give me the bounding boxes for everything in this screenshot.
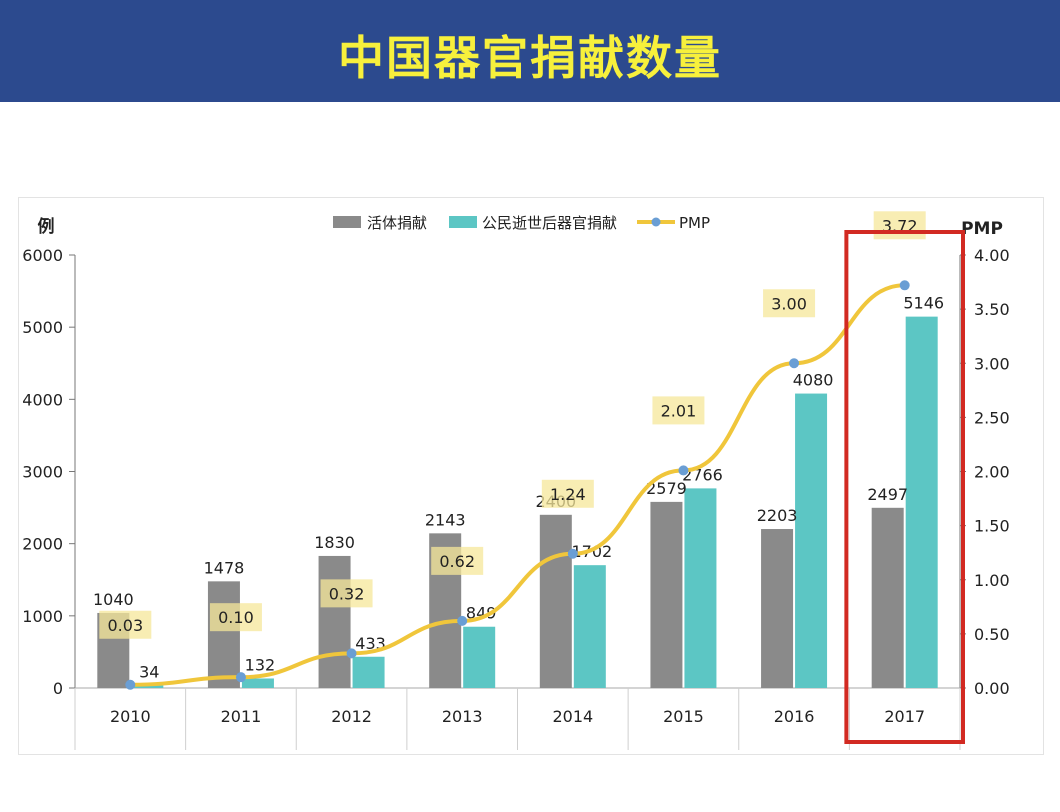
y-left-tick-label: 5000 (22, 318, 63, 337)
bar-value-label: 2579 (646, 479, 687, 498)
bar-value-label: 5146 (903, 294, 944, 313)
y-right-tick-label: 0.50 (974, 625, 1010, 644)
bar-deceased (573, 565, 606, 688)
highlight-box-2017 (844, 230, 965, 744)
pmp-label-box (763, 289, 816, 318)
bar-deceased (131, 685, 164, 688)
bar-deceased (684, 488, 717, 688)
pmp-value-label: 0.62 (439, 552, 475, 571)
x-tick-label: 2017 (884, 707, 925, 726)
bar-value-label: 2203 (757, 506, 798, 525)
bar-value-label: 1830 (314, 533, 355, 552)
legend-label-deceased: 公民逝世后器官捐献 (482, 214, 617, 232)
pmp-marker (567, 548, 578, 559)
legend-label-pmp: PMP (679, 214, 710, 232)
pmp-marker (678, 465, 689, 476)
y-left-tick-label: 6000 (22, 246, 63, 265)
pmp-value-label: 1.24 (550, 485, 586, 504)
pmp-marker (125, 679, 136, 690)
y-left-tick-label: 2000 (22, 535, 63, 554)
x-tick-label: 2013 (442, 707, 483, 726)
legend-marker-pmp (651, 217, 661, 227)
bar-living (650, 501, 683, 688)
pmp-label-box (541, 479, 594, 508)
pmp-value-label: 0.10 (218, 608, 254, 627)
y-right-tick-label: 1.50 (974, 517, 1010, 536)
y-right-tick-label: 2.00 (974, 463, 1010, 482)
pmp-label-box (431, 546, 484, 575)
x-tick-label: 2012 (331, 707, 372, 726)
pmp-label-box (99, 610, 152, 639)
bar-living (207, 581, 240, 688)
pmp-value-label: 2.01 (661, 401, 697, 420)
pmp-line (128, 283, 907, 687)
y-right-tick-label: 0.00 (974, 679, 1010, 698)
pmp-marker (346, 648, 357, 659)
bar-deceased (352, 656, 385, 688)
legend-swatch-deceased (449, 216, 477, 228)
x-tick-label: 2014 (552, 707, 593, 726)
pmp-value-label: 3.00 (771, 294, 807, 313)
y-right-tick-label: 3.50 (974, 300, 1010, 319)
y-left-tick-label: 4000 (22, 390, 63, 409)
bar-living (871, 507, 904, 688)
bar-deceased (241, 678, 274, 688)
x-tick-label: 2016 (774, 707, 815, 726)
bar-deceased (795, 393, 828, 688)
y-left-tick-label: 1000 (22, 607, 63, 626)
bar-living (318, 555, 351, 688)
pmp-label-box (652, 396, 705, 425)
bar-value-label: 1040 (93, 590, 134, 609)
bar-deceased (905, 316, 938, 688)
pmp-marker (457, 615, 468, 626)
y-right-tick-label: 4.00 (974, 246, 1010, 265)
y-right-tick-label: 3.00 (974, 354, 1010, 373)
legend-label-living: 活体捐献 (367, 214, 427, 232)
x-tick-label: 2011 (221, 707, 262, 726)
bar-living (539, 514, 572, 688)
bar-value-label: 2497 (867, 485, 908, 504)
pmp-label-box (320, 579, 373, 608)
y-right-tick-label: 2.50 (974, 408, 1010, 427)
bar-living (761, 529, 794, 688)
y-left-tick-label: 3000 (22, 463, 63, 482)
page-title: 中国器官捐献数量 (338, 31, 722, 85)
pmp-value-label: 0.32 (329, 584, 365, 603)
pmp-marker (899, 280, 910, 291)
y-right-axis-title: PMP (961, 219, 1003, 239)
y-left-axis-title: 例 (38, 216, 55, 237)
legend-swatch-living (333, 216, 361, 228)
pmp-value-label: 0.03 (108, 616, 144, 635)
title-banner: 中国器官捐献数量 (0, 0, 1060, 102)
pmp-label-box (873, 211, 926, 240)
bar-value-label: 2143 (425, 510, 466, 529)
bar-deceased (463, 626, 496, 688)
x-tick-label: 2010 (110, 707, 151, 726)
bar-value-label: 1478 (204, 558, 245, 577)
bar-value-label: 132 (245, 655, 276, 674)
pmp-marker (235, 672, 246, 683)
x-tick-label: 2015 (663, 707, 704, 726)
pmp-marker (789, 358, 800, 369)
bar-value-label: 4080 (793, 371, 834, 390)
y-right-tick-label: 1.00 (974, 571, 1010, 590)
bar-value-label: 433 (355, 634, 386, 653)
bar-value-label: 34 (139, 663, 159, 682)
pmp-label-box (209, 603, 262, 632)
y-left-tick-label: 0 (53, 679, 63, 698)
